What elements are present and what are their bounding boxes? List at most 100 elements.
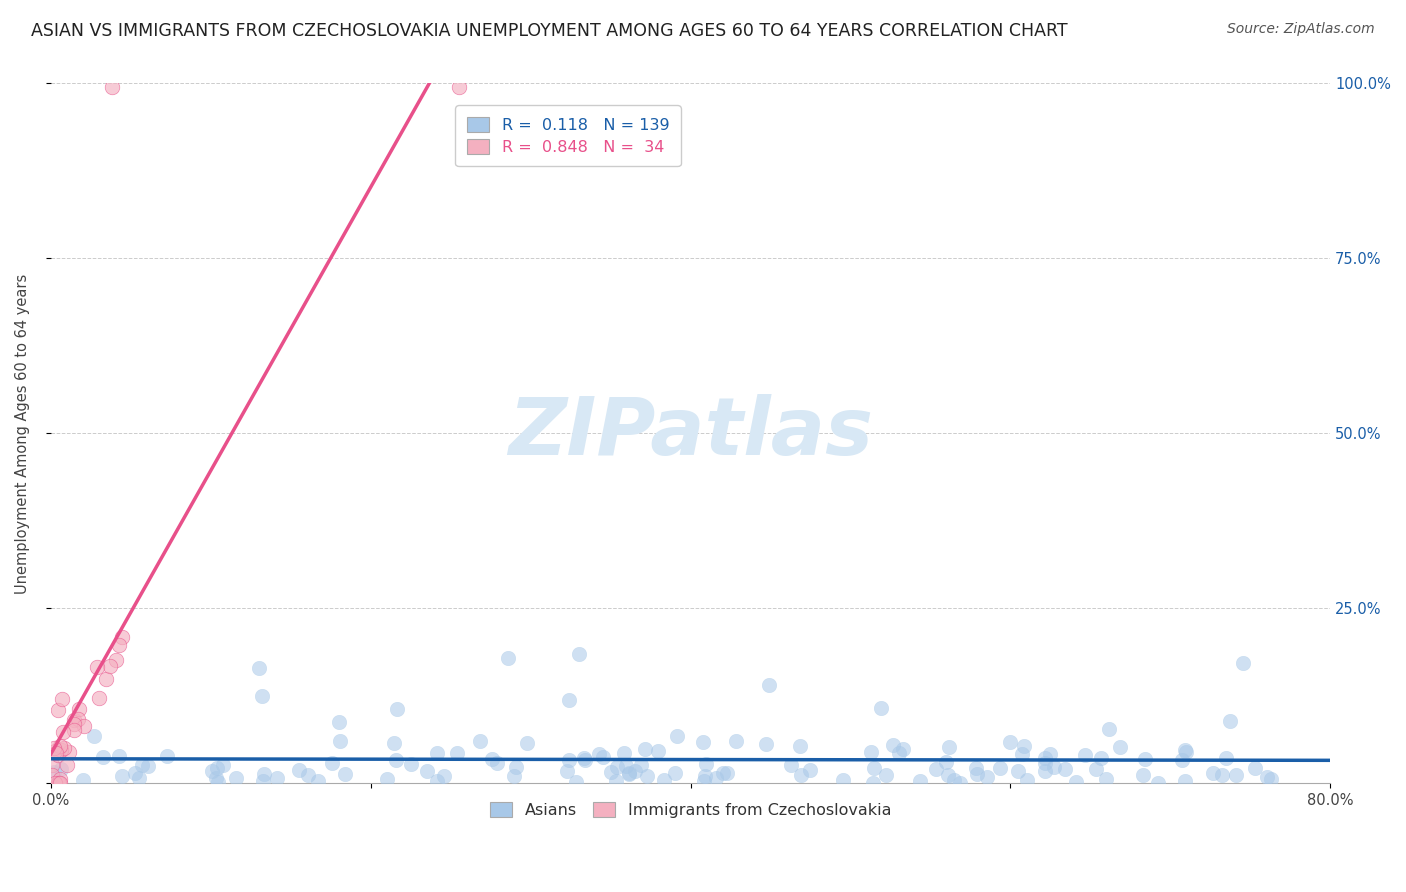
Point	[91, 749, 114, 764]
Point	[613, 746, 636, 760]
Point	[225, 771, 247, 785]
Point	[692, 735, 714, 749]
Point	[63, 713, 86, 727]
Y-axis label: Unemployment Among Ages 60 to 64 years: Unemployment Among Ages 60 to 64 years	[15, 273, 30, 593]
Point	[72, 773, 94, 788]
Point	[574, 753, 596, 767]
Point	[988, 762, 1011, 776]
Point	[481, 752, 503, 766]
Point	[565, 774, 588, 789]
Point	[938, 739, 960, 754]
Point	[385, 753, 408, 767]
Point	[247, 661, 270, 675]
Point	[1064, 774, 1087, 789]
Point	[62, 723, 84, 737]
Point	[862, 761, 884, 775]
Point	[1012, 739, 1035, 753]
Point	[831, 772, 853, 787]
Point	[89, 690, 111, 705]
Point	[328, 714, 350, 729]
Point	[433, 769, 456, 783]
Point	[100, 79, 122, 94]
Text: ZIPatlas: ZIPatlas	[508, 394, 873, 473]
Point	[606, 760, 628, 774]
Point	[128, 771, 150, 785]
Point	[887, 746, 910, 760]
Text: ASIAN VS IMMIGRANTS FROM CZECHOSLOVAKIA UNEMPLOYMENT AMONG AGES 60 TO 64 YEARS C: ASIAN VS IMMIGRANTS FROM CZECHOSLOVAKIA …	[31, 22, 1067, 40]
Point	[253, 767, 276, 781]
Point	[779, 757, 801, 772]
Point	[505, 760, 527, 774]
Point	[307, 774, 329, 789]
Point	[470, 734, 492, 748]
Point	[252, 773, 274, 788]
Point	[124, 766, 146, 780]
Point	[516, 736, 538, 750]
Point	[385, 702, 408, 716]
Point	[619, 765, 641, 780]
Point	[401, 757, 423, 772]
Point	[44, 741, 66, 756]
Point	[502, 769, 524, 783]
Point	[48, 776, 70, 790]
Point	[66, 712, 89, 726]
Point	[266, 771, 288, 785]
Point	[107, 749, 129, 764]
Point	[1201, 765, 1223, 780]
Point	[870, 700, 893, 714]
Point	[965, 761, 987, 775]
Point	[204, 771, 226, 785]
Point	[1015, 772, 1038, 787]
Point	[1225, 768, 1247, 782]
Point	[52, 741, 75, 756]
Point	[925, 763, 948, 777]
Point	[49, 739, 72, 754]
Point	[966, 766, 988, 780]
Point	[634, 742, 657, 756]
Point	[1219, 714, 1241, 729]
Point	[695, 756, 717, 771]
Point	[624, 764, 647, 778]
Point	[1147, 776, 1170, 790]
Point	[1260, 772, 1282, 787]
Point	[46, 776, 69, 790]
Point	[716, 765, 738, 780]
Point	[1073, 748, 1095, 763]
Point	[1133, 752, 1156, 766]
Point	[1033, 756, 1056, 770]
Point	[207, 775, 229, 789]
Point	[1085, 762, 1108, 776]
Text: Source: ZipAtlas.com: Source: ZipAtlas.com	[1227, 22, 1375, 37]
Point	[49, 742, 72, 756]
Point	[605, 773, 627, 788]
Point	[558, 693, 581, 707]
Point	[107, 638, 129, 652]
Point	[860, 745, 883, 759]
Point	[328, 734, 350, 748]
Point	[619, 767, 641, 781]
Point	[212, 757, 235, 772]
Point	[67, 702, 90, 716]
Point	[136, 758, 159, 772]
Point	[555, 764, 578, 778]
Point	[52, 725, 75, 739]
Point	[58, 745, 80, 759]
Point	[1098, 722, 1121, 736]
Point	[111, 630, 134, 644]
Point	[46, 748, 69, 763]
Point	[131, 758, 153, 772]
Point	[63, 716, 86, 731]
Point	[51, 692, 73, 706]
Point	[375, 772, 398, 786]
Point	[935, 755, 957, 769]
Point	[250, 690, 273, 704]
Legend: Asians, Immigrants from Czechoslovakia: Asians, Immigrants from Czechoslovakia	[484, 796, 898, 824]
Point	[447, 79, 470, 94]
Point	[592, 750, 614, 764]
Point	[652, 773, 675, 788]
Point	[938, 768, 960, 782]
Point	[614, 758, 637, 772]
Point	[1243, 761, 1265, 775]
Point	[1011, 747, 1033, 761]
Point	[630, 758, 652, 772]
